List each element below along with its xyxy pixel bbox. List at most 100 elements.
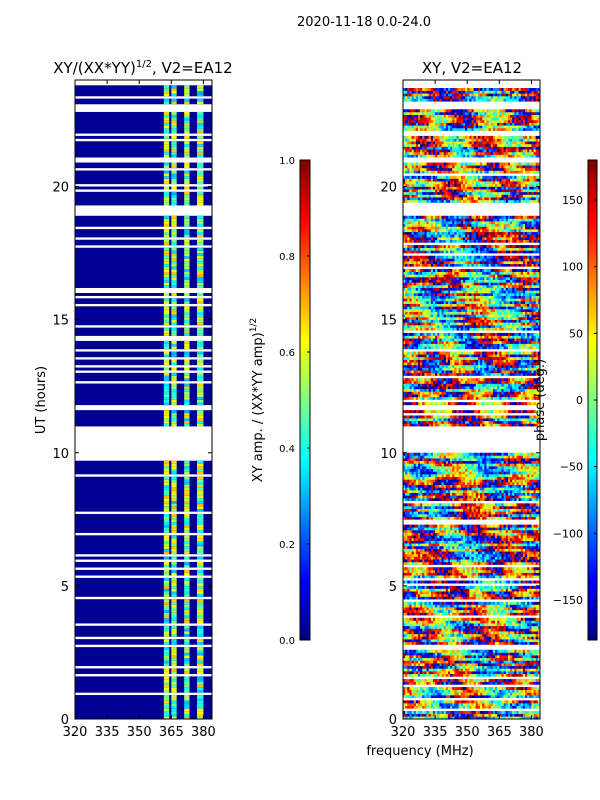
heatmap-row — [75, 711, 212, 714]
heatmap-cell — [516, 572, 519, 576]
heatmap-cell — [486, 527, 489, 531]
heatmap-cell — [454, 628, 457, 632]
heatmap-cell — [171, 633, 177, 637]
heatmap-cell — [503, 705, 507, 709]
heatmap-cell — [411, 660, 415, 664]
heatmap-cell — [403, 561, 406, 565]
heatmap-cell — [527, 593, 530, 597]
heatmap-cell — [531, 641, 534, 645]
heatmap-cell — [533, 593, 537, 597]
heatmap-cell — [184, 223, 190, 227]
heatmap-cell — [443, 551, 447, 555]
heatmap-cell — [467, 633, 470, 637]
heatmap-cell — [447, 527, 451, 531]
heatmap-cell — [505, 532, 509, 536]
heatmap-cell — [525, 687, 528, 691]
heatmap-cell — [439, 655, 442, 659]
heatmap-cell — [424, 609, 427, 613]
heatmap-cell — [437, 628, 440, 632]
heatmap-cell — [465, 607, 468, 611]
heatmap-cell — [522, 537, 526, 541]
heatmap-cell — [462, 663, 466, 667]
heatmap-cell — [469, 567, 472, 571]
heatmap-cell — [462, 625, 466, 629]
heatmap-cell — [197, 529, 204, 533]
heatmap-cell — [445, 596, 449, 600]
heatmap-cell — [475, 639, 479, 643]
heatmap-cell — [488, 700, 492, 704]
heatmap-cell — [477, 655, 481, 659]
heatmap-cell — [499, 620, 502, 624]
heatmap-cell — [403, 548, 406, 552]
heatmap-cell — [462, 553, 466, 557]
heatmap-cell — [443, 620, 447, 624]
heatmap-cell — [163, 298, 170, 302]
heatmap-cell — [514, 671, 517, 675]
heatmap-cell — [450, 700, 453, 704]
heatmap-cell — [171, 503, 177, 507]
heatmap-cell — [454, 673, 457, 677]
heatmap-cell — [171, 306, 177, 310]
heatmap-cell — [426, 601, 429, 605]
heatmap-cell — [432, 612, 436, 616]
heatmap-cell — [435, 556, 438, 560]
heatmap-cell — [420, 663, 423, 667]
heatmap-cell — [452, 609, 455, 613]
heatmap-cell — [484, 636, 487, 640]
heatmap-cell — [424, 553, 427, 557]
heatmap-cell — [467, 617, 470, 621]
heatmap-cell — [477, 628, 481, 632]
heatmap-row — [75, 687, 212, 691]
heatmap-cell — [424, 529, 427, 533]
heatmap-cell — [411, 529, 415, 533]
heatmap-cell — [426, 716, 429, 720]
heatmap-cell — [171, 671, 177, 675]
heatmap-cell — [407, 665, 410, 669]
heatmap-cell — [454, 668, 457, 672]
heatmap-cell — [430, 591, 434, 595]
heatmap-cell — [405, 636, 408, 640]
heatmap-cell — [432, 681, 436, 685]
heatmap-cell — [452, 572, 455, 576]
heatmap-cell — [529, 692, 532, 696]
heatmap-cell — [428, 700, 432, 704]
heatmap-cell — [518, 679, 522, 683]
heatmap-cell — [471, 537, 474, 541]
heatmap-cell — [163, 588, 170, 592]
heatmap-row — [75, 420, 212, 424]
heatmap-cell — [413, 609, 417, 613]
heatmap-cell — [456, 561, 459, 565]
heatmap-cell — [439, 524, 442, 528]
heatmap-cell — [424, 545, 427, 549]
heatmap-cell — [535, 692, 539, 696]
heatmap-cell — [475, 649, 479, 653]
heatmap-cell — [163, 234, 170, 238]
heatmap-cell — [537, 641, 541, 645]
heatmap-cell — [514, 689, 517, 693]
heatmap-cell — [443, 607, 447, 611]
heatmap-cell — [503, 636, 507, 640]
heatmap-cell — [422, 681, 425, 685]
heatmap-cell — [497, 585, 500, 589]
heatmap-cell — [184, 663, 190, 667]
heatmap-cell — [454, 633, 457, 637]
heatmap-cell — [501, 628, 504, 632]
heatmap-cell — [488, 641, 492, 645]
heatmap-cell — [497, 548, 500, 552]
heatmap-cell — [439, 687, 442, 691]
heatmap-cell — [495, 625, 498, 629]
heatmap-cell — [514, 705, 517, 709]
heatmap-cell — [415, 692, 419, 696]
heatmap-cell — [471, 665, 474, 669]
heatmap-cell — [407, 673, 410, 677]
heatmap-cell — [484, 657, 487, 661]
heatmap-cell — [407, 524, 410, 528]
heatmap-cell — [488, 516, 492, 520]
heatmap-cell — [460, 663, 464, 667]
heatmap-cell — [420, 679, 423, 683]
heatmap-cell — [428, 535, 432, 539]
heatmap-cell — [407, 705, 410, 709]
heatmap-row — [75, 593, 212, 597]
heatmap-cell — [417, 561, 421, 565]
heatmap-cell — [197, 247, 204, 251]
